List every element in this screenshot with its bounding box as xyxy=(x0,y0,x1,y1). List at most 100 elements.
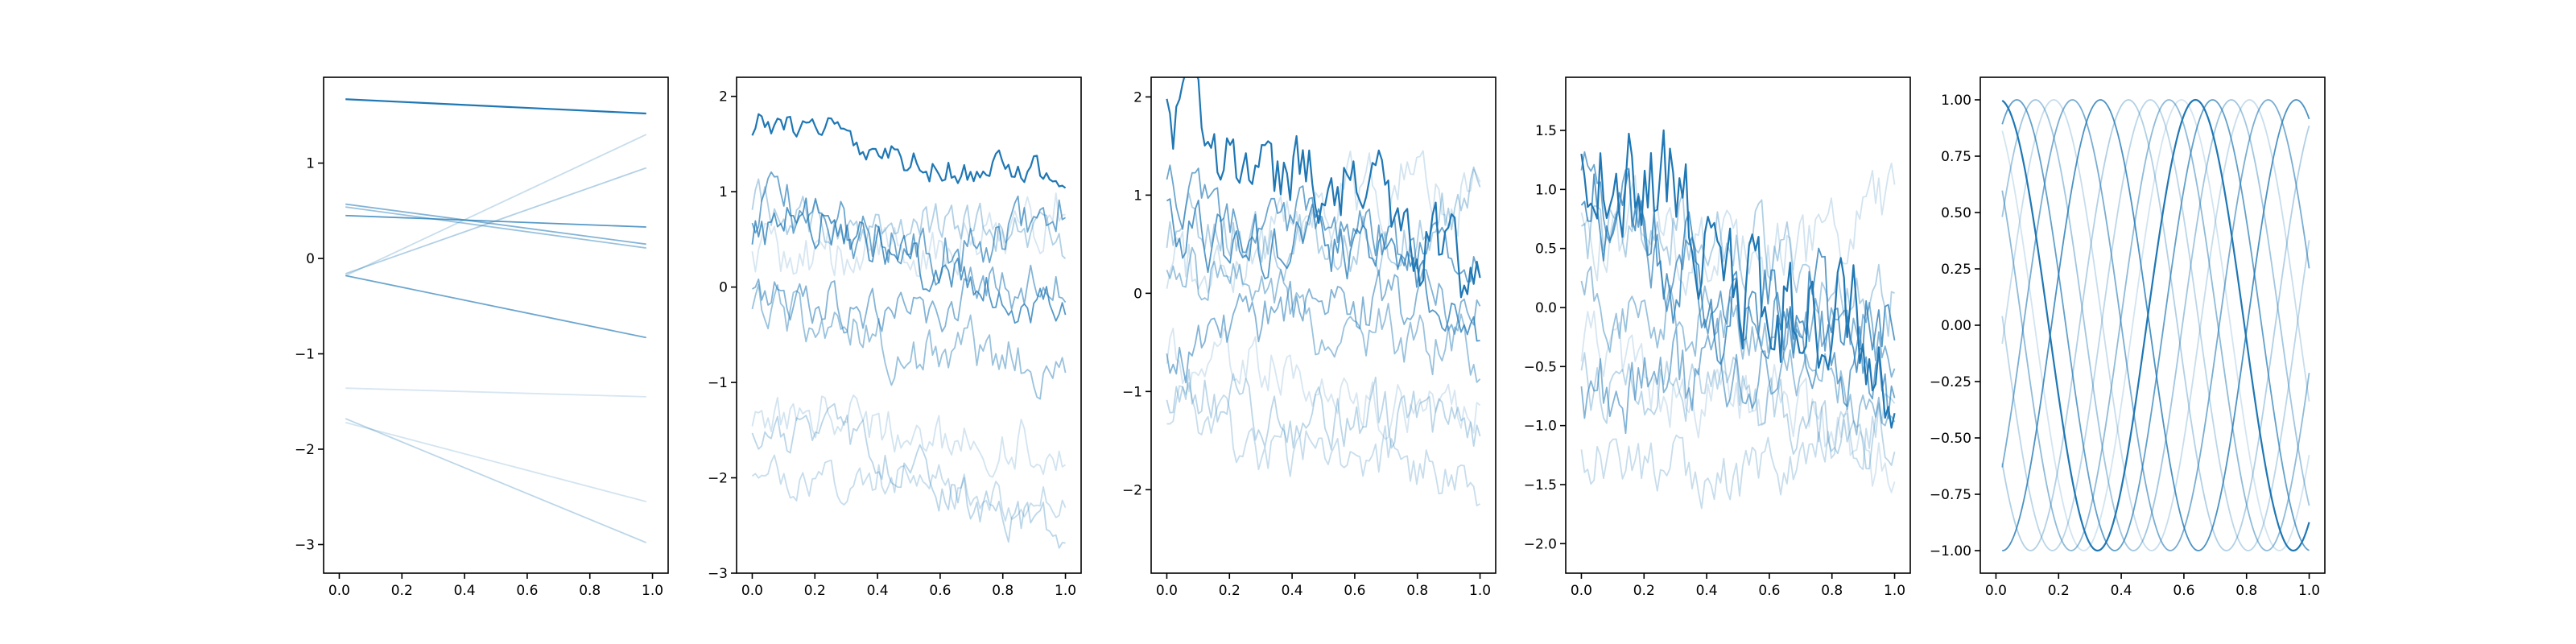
series-2-line xyxy=(2002,99,2310,551)
series-10-line xyxy=(751,192,1066,278)
y-tick-label: 1.00 xyxy=(1941,93,1971,109)
series-10-line xyxy=(2001,99,2310,551)
series-1-line xyxy=(751,113,1067,189)
subplot-1: 0.0 0.2 0.4 0.6 0.8 1.0 −3 −2 −1 0 1 xyxy=(295,76,669,599)
series-group xyxy=(345,98,647,543)
x-tick-label: 0.2 xyxy=(1633,583,1655,599)
y-tick-label: −1 xyxy=(708,375,728,391)
y-tick-label: 0.25 xyxy=(1941,262,1971,278)
series-group xyxy=(1580,129,1896,510)
axes-frame xyxy=(1565,76,1911,574)
series-10-line xyxy=(345,387,646,398)
x-tick-label: 0.8 xyxy=(1406,583,1428,599)
series-10-line xyxy=(1580,310,1896,493)
x-tick-label: 0.4 xyxy=(867,583,889,599)
y-tick-label: −2 xyxy=(1122,482,1142,498)
x-tick-label: 0.6 xyxy=(1758,583,1780,599)
y-tick-label: 0.50 xyxy=(1941,205,1971,221)
y-tick-label: −2 xyxy=(295,442,315,458)
x-tick-label: 0.0 xyxy=(1156,583,1178,599)
series-3-line xyxy=(2001,99,2310,551)
y-tick-label: −2.0 xyxy=(1524,536,1557,552)
series-4-line xyxy=(1580,297,1896,435)
series-5-line xyxy=(1580,266,1896,436)
x-tick-label: 0.4 xyxy=(2111,583,2132,599)
x-tick-label: 1.0 xyxy=(1055,583,1076,599)
series-4-line xyxy=(2001,99,2310,551)
x-tick-label: 0.2 xyxy=(804,583,826,599)
y-tick-label: 0.75 xyxy=(1941,149,1971,165)
y-tick-label: −1.5 xyxy=(1524,477,1557,493)
y-tick-label: 2 xyxy=(719,89,728,105)
series-group xyxy=(1166,77,1481,507)
x-tick-label: 0.6 xyxy=(929,583,951,599)
y-tick-label: −1 xyxy=(1122,384,1142,400)
series-1-line xyxy=(345,98,646,115)
series-9-line xyxy=(751,394,1067,478)
x-tick-label: 0.6 xyxy=(516,583,538,599)
series-3-line xyxy=(1166,164,1481,283)
series-4-line xyxy=(345,203,646,246)
series-10-line xyxy=(1166,328,1481,440)
y-tick-label: −1 xyxy=(295,347,315,363)
y-tick-label: 1.0 xyxy=(1535,182,1557,198)
series-4-line xyxy=(1166,268,1481,384)
x-tick-label: 0.6 xyxy=(1344,583,1365,599)
series-5-line xyxy=(2001,99,2310,551)
x-tick-label: 1.0 xyxy=(1469,583,1491,599)
series-8-line xyxy=(751,454,1067,522)
series-group xyxy=(751,113,1067,549)
y-tick-label: 1.5 xyxy=(1535,123,1557,139)
x-tick-label: 0.8 xyxy=(992,583,1013,599)
y-tick-label: −0.75 xyxy=(1930,487,1971,503)
y-tick-label: −2 xyxy=(708,471,728,487)
x-tick-label: 0.6 xyxy=(2173,583,2194,599)
series-7-line xyxy=(1166,368,1481,451)
x-tick-label: 0.8 xyxy=(1821,583,1843,599)
x-tick-label: 1.0 xyxy=(1884,583,1905,599)
y-tick-label: −3 xyxy=(708,566,728,582)
x-tick-label: 0.4 xyxy=(1696,583,1718,599)
y-tick-label: −0.5 xyxy=(1524,359,1557,375)
subplot-3: 0.0 0.2 0.4 0.6 0.8 1.0 −2 −1 0 1 2 xyxy=(1122,76,1496,599)
y-tick-label: 1 xyxy=(1133,188,1142,204)
y-tick-label: 2 xyxy=(1133,89,1142,105)
series-2-line xyxy=(751,197,1067,324)
series-7-line xyxy=(1580,352,1896,470)
series-6-line xyxy=(2001,99,2310,551)
x-tick-label: 0.0 xyxy=(1985,583,2007,599)
y-tick-label: 1 xyxy=(719,184,728,200)
subplot-4: 0.0 0.2 0.4 0.6 0.8 1.0 −2.0 −1.5 −1.0 −0.5 0.0 0.5… xyxy=(1524,76,1911,599)
y-tick-label: −1.00 xyxy=(1930,543,1971,559)
series-1-line xyxy=(1580,129,1896,429)
axes-frame xyxy=(1150,76,1496,574)
x-tick-label: 0.4 xyxy=(454,583,476,599)
y-tick-label: −0.50 xyxy=(1930,431,1971,447)
x-tick-label: 0.0 xyxy=(328,583,350,599)
series-8-line xyxy=(345,134,647,277)
y-tick-label: 0 xyxy=(1133,286,1142,302)
y-tick-label: −0.25 xyxy=(1930,374,1971,390)
series-5-line xyxy=(751,283,1067,400)
y-tick-label: −3 xyxy=(295,537,315,553)
y-tick-label: −1.0 xyxy=(1524,419,1557,435)
series-2-line xyxy=(1166,198,1480,342)
axes-frame xyxy=(736,76,1082,574)
series-8-line xyxy=(1166,382,1480,507)
x-tick-label: 0.2 xyxy=(1219,583,1241,599)
subplot-2: 0.0 0.2 0.4 0.6 0.8 1.0 −3 −2 −1 0 1 2 xyxy=(708,76,1082,599)
x-tick-label: 1.0 xyxy=(642,583,663,599)
x-tick-label: 0.0 xyxy=(741,583,763,599)
series-8-line xyxy=(2001,99,2310,551)
series-group xyxy=(2001,98,2310,552)
x-tick-label: 0.8 xyxy=(579,583,601,599)
series-3-line xyxy=(345,275,646,339)
series-7-line xyxy=(345,418,647,543)
axes-frame xyxy=(323,76,669,574)
subplot-5: 0.0 0.2 0.4 0.6 0.8 1.0 −1.00 −0.75 −0.50 −0.25 0.… xyxy=(1930,76,2326,599)
x-tick-label: 0.2 xyxy=(391,583,413,599)
series-7-line xyxy=(2001,99,2310,551)
y-tick-label: 0.5 xyxy=(1535,242,1557,258)
series-7-line xyxy=(751,402,1066,549)
